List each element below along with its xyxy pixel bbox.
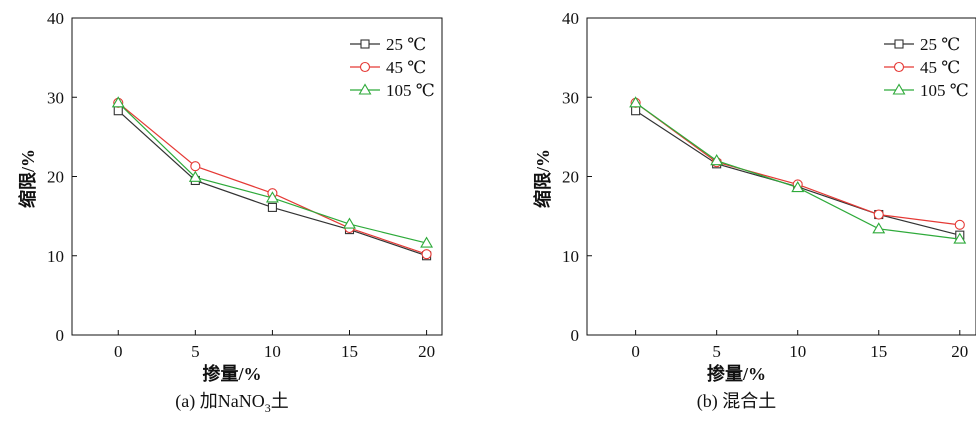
y-tick-label: 0 <box>56 326 65 345</box>
legend-label: 25 ℃ <box>386 35 426 54</box>
data-point <box>420 236 434 248</box>
series-105c <box>629 96 967 244</box>
y-tick-label: 30 <box>562 88 579 107</box>
legend-entry: 45 ℃ <box>884 58 960 77</box>
caption-text: (a) 加NaNO <box>175 391 264 412</box>
x-tick-label: 5 <box>191 342 200 361</box>
legend-entry: 45 ℃ <box>350 58 426 77</box>
y-tick-label: 10 <box>47 247 64 266</box>
data-point <box>629 96 643 108</box>
x-tick-label: 15 <box>870 342 887 361</box>
y-tick-label: 0 <box>571 326 580 345</box>
legend-marker <box>894 39 904 49</box>
legend-marker <box>359 61 371 73</box>
data-point <box>953 232 967 244</box>
x-tick-label: 15 <box>341 342 358 361</box>
panel-caption: (a) 加NaNO3土 <box>175 391 288 415</box>
series-line <box>117 102 427 244</box>
legend-marker <box>360 39 370 49</box>
legend-label: 45 ℃ <box>920 58 960 77</box>
x-axis-title: 掺量/% <box>707 363 766 384</box>
y-tick-label: 10 <box>562 247 579 266</box>
data-point <box>190 161 201 172</box>
series-45c <box>113 97 432 260</box>
x-tick-label: 20 <box>418 342 435 361</box>
chart-panel-a: 0 10 20 30 40 0 5 10 15 20 掺量/% 缩限/% (a) 加NaNO3土 25 ℃… <box>17 9 443 415</box>
caption-text: (b) 混合土 <box>697 391 777 412</box>
legend-entry: 25 ℃ <box>884 35 960 54</box>
x-axis-title: 掺量/% <box>202 363 261 384</box>
data-point <box>267 202 277 212</box>
data-point <box>872 222 886 234</box>
y-tick-label: 40 <box>47 9 64 28</box>
data-point <box>343 217 356 229</box>
x-tick-label: 20 <box>951 342 968 361</box>
data-point <box>631 106 641 116</box>
series-line <box>635 102 960 226</box>
panel-caption: (b) 混合土 <box>697 391 777 412</box>
legend-label: 25 ℃ <box>920 35 960 54</box>
x-tick-label: 10 <box>264 342 281 361</box>
data-point <box>188 170 202 182</box>
y-tick-label: 20 <box>47 168 64 187</box>
data-point <box>113 106 123 116</box>
x-tick-label: 10 <box>789 342 806 361</box>
x-tick-label: 0 <box>631 342 640 361</box>
plot-frame <box>586 17 976 336</box>
series-line <box>117 110 427 257</box>
y-tick-label: 30 <box>47 88 64 107</box>
data-point <box>265 191 279 203</box>
series-line <box>635 110 960 236</box>
series-105c <box>111 96 434 248</box>
y-axis-title: 缩限/% <box>532 149 553 208</box>
legend-marker <box>892 83 906 95</box>
y-tick-label: 20 <box>562 168 579 187</box>
x-tick-label: 5 <box>712 342 721 361</box>
legend-label: 105 ℃ <box>386 81 435 100</box>
chart-panel-b: 0 10 20 30 40 0 5 10 15 20 掺量/% 缩限/% (b) 混合土 25 ℃ 45 ℃… <box>532 9 976 412</box>
data-point <box>111 96 125 108</box>
legend-entry: 25 ℃ <box>350 35 426 54</box>
data-point <box>954 219 965 230</box>
data-point <box>710 154 724 166</box>
y-tick-label: 40 <box>562 9 579 28</box>
data-point <box>873 209 884 220</box>
series-25c <box>113 106 432 261</box>
x-tick-label: 0 <box>114 342 123 361</box>
legend-entry: 105 ℃ <box>350 81 435 100</box>
data-point <box>791 180 805 193</box>
legend-label: 45 ℃ <box>386 58 426 77</box>
series-45c <box>630 97 965 230</box>
data-point <box>421 249 432 260</box>
caption-subscript: 3 <box>265 401 271 415</box>
legend-marker <box>358 83 372 95</box>
y-axis-title: 缩限/% <box>17 149 38 208</box>
legend-marker <box>893 61 905 73</box>
legend-label: 105 ℃ <box>920 81 969 100</box>
caption-tail: 土 <box>271 391 289 411</box>
legend-entry: 105 ℃ <box>884 81 969 100</box>
